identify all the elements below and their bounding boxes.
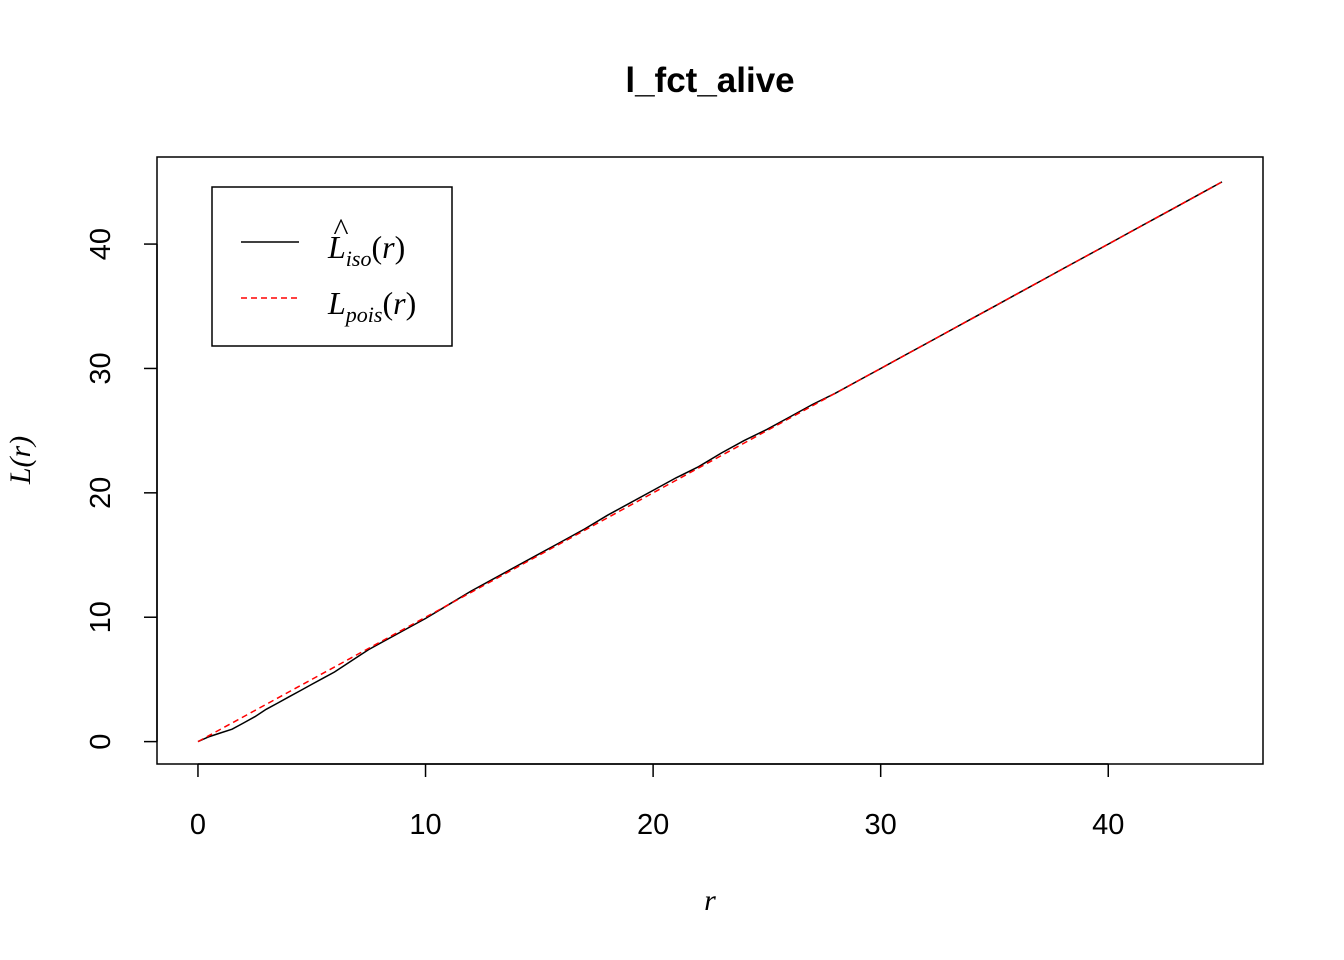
y-tick-label: 20 [85, 477, 117, 509]
y-tick-label: 0 [85, 734, 117, 750]
legend-hat: ^ [333, 211, 348, 247]
y-axis-label: L(r) [4, 436, 37, 485]
y-tick-label: 10 [85, 601, 117, 633]
x-tick-label: 20 [637, 809, 669, 841]
series-line-pois [197, 181, 1223, 743]
legend-label: Liso(r) [327, 229, 405, 271]
x-tick-label: 0 [190, 809, 206, 841]
x-tick-label: 10 [409, 809, 441, 841]
legend: Liso(r)^ Lpois(r) [211, 186, 453, 347]
y-axis: 0 10 20 30 40 [85, 228, 158, 750]
x-axis-label: r [704, 884, 716, 917]
series-line-iso [197, 181, 1223, 743]
x-tick-label: 40 [1092, 809, 1124, 841]
legend-label: Lpois(r) [327, 285, 416, 327]
legend-box [211, 186, 453, 347]
x-axis: 0 10 20 30 40 [190, 763, 1124, 841]
y-tick-label: 40 [85, 228, 117, 260]
chart-title: l_fct_alive [625, 61, 794, 100]
x-tick-label: 30 [865, 809, 897, 841]
series-layer [197, 181, 1223, 743]
y-tick-label: 30 [85, 352, 117, 384]
